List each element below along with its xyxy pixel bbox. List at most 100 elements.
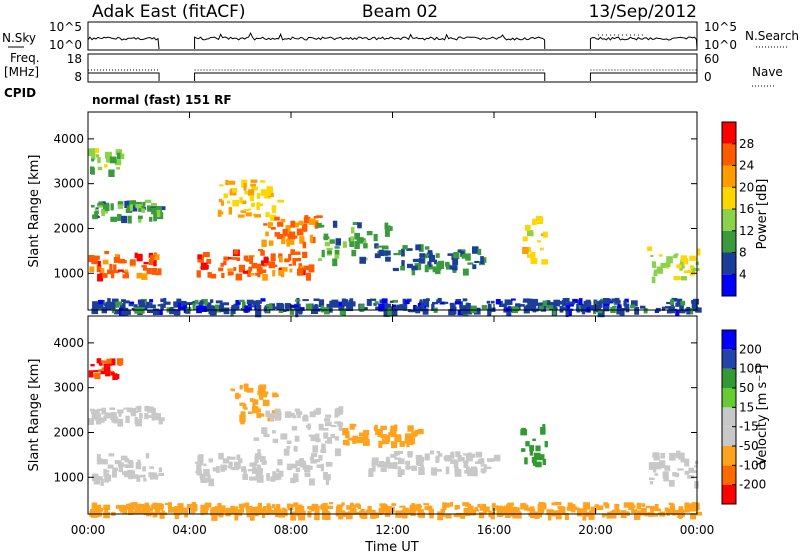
y-tick-label: 3000 — [53, 381, 84, 395]
heatmap-cell — [104, 412, 108, 417]
heatmap-cell — [295, 477, 299, 483]
heatmap-cell — [629, 503, 635, 506]
heatmap-cell — [116, 303, 120, 308]
heatmap-cell — [186, 302, 192, 305]
heatmap-cell — [342, 439, 349, 446]
heatmap-cell — [522, 236, 528, 242]
heatmap-cell — [564, 513, 569, 520]
heatmap-cell — [160, 512, 165, 518]
heatmap-cell — [131, 200, 136, 206]
heatmap-cell — [130, 409, 137, 417]
heatmap-cell — [105, 151, 112, 159]
heatmap-cell — [665, 262, 671, 268]
heatmap-cell — [299, 266, 305, 269]
cpid-label: CPID — [4, 86, 36, 100]
heatmap-cell — [269, 512, 275, 515]
colorbar-tick-label: 4 — [739, 267, 747, 281]
heatmap-cell — [649, 481, 654, 485]
heatmap-cell — [326, 505, 334, 510]
heatmap-cell — [104, 474, 112, 482]
heatmap-cell — [553, 299, 560, 307]
heatmap-cell — [463, 462, 469, 468]
heatmap-cell — [215, 300, 223, 304]
heatmap-cell — [112, 373, 118, 380]
heatmap-cell — [427, 505, 433, 511]
heatmap-cell — [615, 509, 621, 516]
heatmap-cell — [341, 298, 347, 306]
heatmap-cell — [111, 298, 119, 302]
heatmap-cell — [616, 308, 621, 315]
heatmap-cell — [440, 508, 445, 513]
heatmap-cell — [653, 456, 660, 461]
colorbar-swatch — [722, 465, 736, 485]
heatmap-cell — [562, 511, 566, 516]
heatmap-cell — [235, 300, 241, 305]
heatmap-cell — [223, 302, 230, 306]
heatmap-cell — [366, 231, 373, 236]
heatmap-cell — [167, 502, 172, 508]
heatmap-cell — [399, 441, 405, 447]
heatmap-cell — [332, 220, 338, 228]
heatmap-cell — [120, 462, 124, 465]
heatmap-cell — [138, 216, 142, 223]
heatmap-cell — [530, 257, 538, 264]
heatmap-cell — [350, 236, 354, 243]
heatmap-cell — [495, 299, 501, 305]
heatmap-cell — [100, 268, 105, 273]
heatmap-cell — [407, 425, 414, 432]
colorbar-tick-label: 20 — [739, 180, 754, 194]
heatmap-cell — [392, 304, 396, 308]
heatmap-cell — [322, 503, 328, 511]
heatmap-cell — [352, 437, 357, 444]
heatmap-cell — [546, 300, 550, 303]
heatmap-cell — [174, 506, 180, 513]
heatmap-cell — [676, 450, 681, 459]
heatmap-cell — [389, 300, 394, 303]
heatmap-cell — [465, 454, 473, 462]
heatmap-cell — [327, 437, 333, 444]
heatmap-cell — [232, 199, 240, 207]
heatmap-cell — [101, 209, 105, 217]
colorbar-tick-label: -100 — [739, 458, 766, 472]
heatmap-cell — [370, 298, 377, 301]
heatmap-cell — [122, 274, 129, 279]
heatmap-cell — [270, 214, 277, 221]
velocity-y-ticks: 1000 2000 3000 4000 — [53, 336, 697, 484]
heatmap-cell — [145, 301, 150, 309]
heatmap-cell — [358, 237, 364, 243]
heatmap-cell — [515, 512, 522, 519]
heatmap-cell — [244, 191, 249, 195]
heatmap-cell — [143, 506, 149, 512]
heatmap-cell — [217, 505, 223, 510]
heatmap-cell — [414, 263, 422, 271]
heatmap-cell — [417, 428, 424, 435]
heatmap-cell — [137, 459, 141, 465]
heatmap-cell — [544, 441, 548, 448]
heatmap-cell — [349, 423, 355, 430]
heatmap-cell — [318, 423, 324, 431]
heatmap-cell — [350, 502, 354, 507]
heatmap-cell — [149, 255, 155, 262]
nave-label: Nave — [752, 65, 783, 79]
heatmap-cell — [242, 503, 249, 506]
heatmap-cell — [206, 302, 212, 308]
heatmap-cell — [107, 298, 111, 305]
heatmap-cell — [314, 221, 319, 229]
colorbar-swatch — [722, 407, 736, 427]
heatmap-cell — [115, 254, 119, 259]
heatmap-cell — [436, 299, 442, 303]
heatmap-cell — [308, 434, 314, 437]
heatmap-cell — [574, 506, 578, 511]
heatmap-cell — [615, 297, 620, 303]
heatmap-cell — [612, 305, 617, 308]
heatmap-cell — [394, 452, 401, 456]
heatmap-cell — [614, 504, 620, 510]
heatmap-cell — [131, 502, 138, 507]
heatmap-cell — [666, 302, 673, 305]
heatmap-cell — [523, 298, 530, 303]
colorbar-swatch — [722, 230, 736, 253]
heatmap-cell — [98, 418, 105, 423]
heatmap-cell — [323, 233, 329, 241]
frequency-panel-frame — [87, 53, 698, 83]
heatmap-cell — [354, 232, 360, 239]
